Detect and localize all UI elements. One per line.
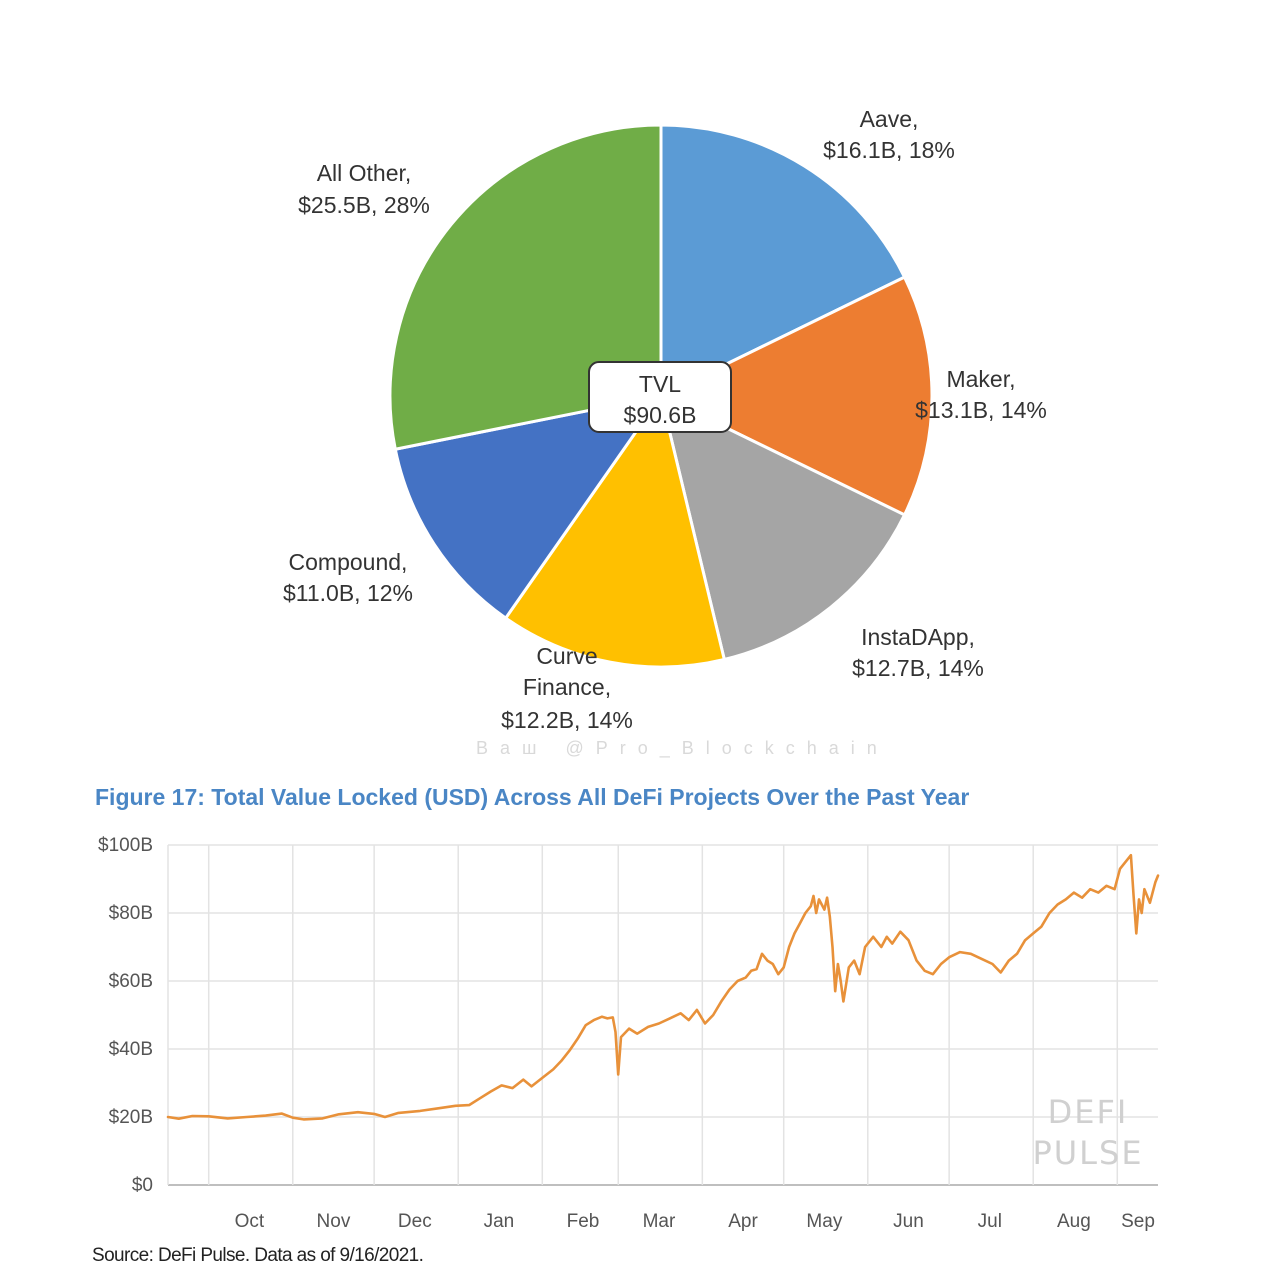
line-chart-title: Figure 17: Total Value Locked (USD) Acro… <box>95 784 970 810</box>
y-tick-label: $60B <box>109 971 153 992</box>
series-layer <box>166 853 1160 1121</box>
line-chart: DEFI PULSE $0 $20B $40B $60B $80B $100B Oct No… <box>98 835 1160 1232</box>
grid-vertical <box>167 845 1119 1185</box>
slice-label-maker: Maker, $13.1B, 14% <box>915 366 1047 423</box>
y-tick-label: $40B <box>109 1039 153 1060</box>
x-axis-ticks: Oct Nov Dec Jan Feb Mar Apr May Jun Jul Aug Sep <box>235 1211 1155 1232</box>
x-tick-label: Jul <box>978 1211 1002 1232</box>
series-line-tvl <box>166 853 1160 1121</box>
slice-label-curve: Curve Finance, $12.2B, 14% <box>501 643 633 733</box>
y-tick-label: $0 <box>132 1175 153 1196</box>
x-tick-label: Apr <box>728 1211 758 1232</box>
watermark: Baш @Pro_Blockchain <box>476 738 889 758</box>
logo-line-2: PULSE <box>1032 1134 1143 1172</box>
x-tick-label: Sep <box>1121 1211 1155 1232</box>
slice-label-instadapp: InstaDApp, $12.7B, 14% <box>852 624 984 681</box>
pie-slice-compound <box>393 393 665 621</box>
center-label: TVL $90.6B <box>588 361 732 433</box>
center-label-title: TVL <box>639 371 681 397</box>
y-axis-ticks: $0 $20B $40B $60B $80B $100B <box>98 835 153 1196</box>
x-tick-label: Aug <box>1057 1211 1091 1232</box>
slice-label-other-name: All Other, <box>317 160 412 186</box>
x-tick-label: Feb <box>567 1211 600 1232</box>
slice-label-other: All Other, $25.5B, 28% <box>298 160 430 218</box>
logo-line-1: DEFI <box>1048 1093 1129 1131</box>
pie-chart: TVL $90.6B Aave, $16.1B, 18% Maker, $13.… <box>283 106 1047 733</box>
center-label-value: $90.6B <box>624 402 697 428</box>
slice-label-compound: Compound, $11.0B, 12% <box>283 549 413 606</box>
x-tick-label: Jan <box>484 1211 515 1232</box>
x-tick-label: May <box>806 1211 842 1232</box>
slice-label-compound-value: $11.0B, 12% <box>283 580 413 606</box>
slice-label-instadapp-name: InstaDApp, <box>861 624 975 650</box>
slice-label-other-value: $25.5B, 28% <box>298 192 430 218</box>
slice-label-compound-name: Compound, <box>289 549 408 575</box>
slice-label-maker-name: Maker, <box>946 366 1015 392</box>
y-tick-label: $80B <box>109 903 153 924</box>
slice-label-curve-name-2: Finance, <box>523 674 611 700</box>
source-note: Source: DeFi Pulse. Data as of 9/16/2021… <box>92 1245 424 1266</box>
slice-label-curve-name-1: Curve <box>536 643 597 669</box>
slice-label-instadapp-value: $12.7B, 14% <box>852 655 984 681</box>
pie-slice-instadapp <box>658 393 907 662</box>
x-tick-label: Mar <box>643 1211 676 1232</box>
x-tick-label: Dec <box>398 1211 432 1232</box>
pie-slice-curve-finance <box>503 392 727 669</box>
x-tick-label: Jun <box>893 1211 924 1232</box>
slice-label-maker-value: $13.1B, 14% <box>915 397 1047 423</box>
x-tick-label: Oct <box>235 1211 265 1232</box>
slice-label-aave-name: Aave, <box>860 106 919 132</box>
logo: DEFI PULSE <box>1032 1093 1143 1172</box>
y-tick-label: $20B <box>109 1107 153 1128</box>
slice-label-aave-value: $16.1B, 18% <box>823 137 955 163</box>
center-label-box <box>588 361 732 433</box>
y-tick-label: $100B <box>98 835 153 856</box>
grid-horizontal <box>168 844 1158 1186</box>
pie-slice-maker <box>657 275 934 517</box>
x-tick-label: Nov <box>317 1211 351 1232</box>
pie-slice-aave <box>659 123 907 399</box>
slice-label-aave: Aave, $16.1B, 18% <box>823 106 955 163</box>
slice-label-curve-value: $12.2B, 14% <box>501 707 633 733</box>
